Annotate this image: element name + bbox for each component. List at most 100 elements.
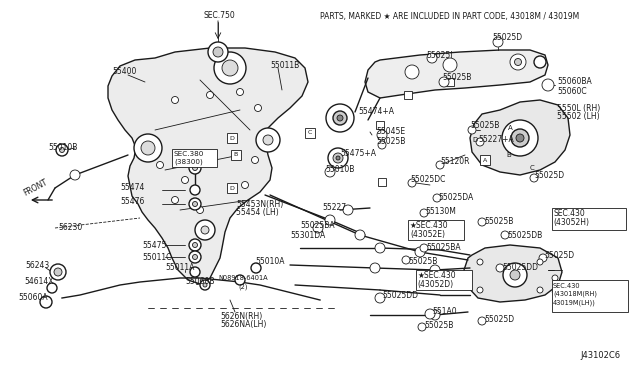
Circle shape [193, 254, 198, 260]
Circle shape [196, 206, 204, 214]
Circle shape [40, 296, 52, 308]
Circle shape [325, 215, 335, 225]
Circle shape [478, 317, 486, 325]
Text: (43018M(RH): (43018M(RH) [553, 291, 597, 297]
Circle shape [182, 176, 189, 183]
Bar [212, 44, 224, 52]
Text: 55120R: 55120R [440, 157, 470, 167]
Polygon shape [365, 50, 548, 98]
Circle shape [537, 259, 543, 265]
Text: 55025D: 55025D [492, 33, 522, 42]
Circle shape [47, 283, 57, 293]
Circle shape [478, 218, 486, 226]
Text: 55025DA: 55025DA [438, 192, 473, 202]
Circle shape [425, 309, 435, 319]
Circle shape [251, 263, 261, 273]
Circle shape [430, 265, 440, 275]
Circle shape [325, 167, 335, 177]
Text: 54614X: 54614X [24, 278, 54, 286]
Circle shape [542, 79, 554, 91]
Circle shape [193, 243, 198, 247]
Circle shape [214, 52, 246, 84]
Text: 56243: 56243 [25, 262, 49, 270]
Text: 55025B: 55025B [376, 138, 405, 147]
Circle shape [502, 120, 538, 156]
Text: 55227: 55227 [322, 202, 346, 212]
Text: 55025DD: 55025DD [502, 263, 538, 273]
Text: 55301DA: 55301DA [290, 231, 325, 240]
Text: 55010B: 55010B [325, 166, 355, 174]
Text: PARTS, MARKED ★ ARE INCLUDED IN PART CODE, 43018M / 43019M: PARTS, MARKED ★ ARE INCLUDED IN PART COD… [320, 12, 579, 21]
Circle shape [375, 293, 385, 303]
Circle shape [503, 263, 527, 287]
Circle shape [213, 47, 223, 57]
Text: 56230: 56230 [58, 224, 83, 232]
Circle shape [430, 310, 440, 320]
Circle shape [134, 134, 162, 162]
Text: 551A0: 551A0 [432, 308, 456, 317]
Circle shape [208, 42, 228, 62]
Circle shape [336, 156, 340, 160]
Bar [480, 155, 490, 165]
Text: (43052D): (43052D) [417, 279, 453, 289]
Text: 55011C: 55011C [142, 253, 172, 262]
Circle shape [477, 259, 483, 265]
Circle shape [189, 198, 201, 210]
Text: 55476: 55476 [120, 198, 145, 206]
Circle shape [420, 209, 428, 217]
Circle shape [328, 148, 348, 168]
Text: 55453N(RH): 55453N(RH) [236, 201, 284, 209]
Circle shape [193, 166, 198, 170]
Circle shape [237, 89, 243, 96]
Text: B: B [506, 152, 511, 158]
Text: C: C [308, 131, 312, 135]
Circle shape [157, 161, 163, 169]
Circle shape [355, 230, 365, 240]
Circle shape [201, 226, 209, 234]
Circle shape [415, 247, 425, 257]
Text: 55025BA: 55025BA [300, 221, 335, 231]
Text: A: A [508, 125, 513, 131]
Bar [227, 133, 237, 143]
Circle shape [235, 275, 245, 285]
Circle shape [515, 58, 522, 65]
Circle shape [252, 157, 259, 164]
Circle shape [190, 267, 200, 277]
Circle shape [50, 264, 66, 280]
Circle shape [377, 130, 387, 140]
Text: 55454 (LH): 55454 (LH) [236, 208, 279, 218]
Circle shape [477, 287, 483, 293]
Circle shape [427, 53, 437, 63]
Circle shape [200, 280, 210, 290]
Circle shape [333, 111, 347, 125]
Bar [552, 208, 626, 230]
Circle shape [537, 287, 543, 293]
Circle shape [54, 268, 62, 276]
Polygon shape [470, 100, 570, 175]
Text: 55010B: 55010B [48, 144, 77, 153]
Text: A: A [483, 157, 487, 163]
Circle shape [172, 96, 179, 103]
Circle shape [189, 251, 201, 263]
Text: 55025B: 55025B [442, 74, 472, 83]
Text: 55060A: 55060A [18, 294, 47, 302]
Circle shape [476, 138, 484, 146]
Text: (43052H): (43052H) [553, 218, 589, 227]
Text: 55025BA: 55025BA [426, 244, 461, 253]
Text: 55025D: 55025D [544, 250, 574, 260]
Bar [446, 78, 454, 86]
Text: 55025B: 55025B [484, 218, 513, 227]
Circle shape [439, 77, 449, 87]
Circle shape [203, 283, 207, 287]
Text: 55474: 55474 [120, 183, 145, 192]
Bar [227, 183, 237, 193]
Text: 55025B: 55025B [470, 122, 499, 131]
Text: C: C [530, 165, 535, 171]
Text: SEC.430: SEC.430 [553, 283, 580, 289]
Circle shape [418, 323, 426, 331]
Text: 55025DB: 55025DB [507, 231, 542, 240]
Text: ★SEC.430: ★SEC.430 [410, 221, 449, 230]
Text: 5626N(RH): 5626N(RH) [220, 311, 262, 321]
Text: 5626NA(LH): 5626NA(LH) [220, 321, 266, 330]
Bar [376, 121, 384, 129]
